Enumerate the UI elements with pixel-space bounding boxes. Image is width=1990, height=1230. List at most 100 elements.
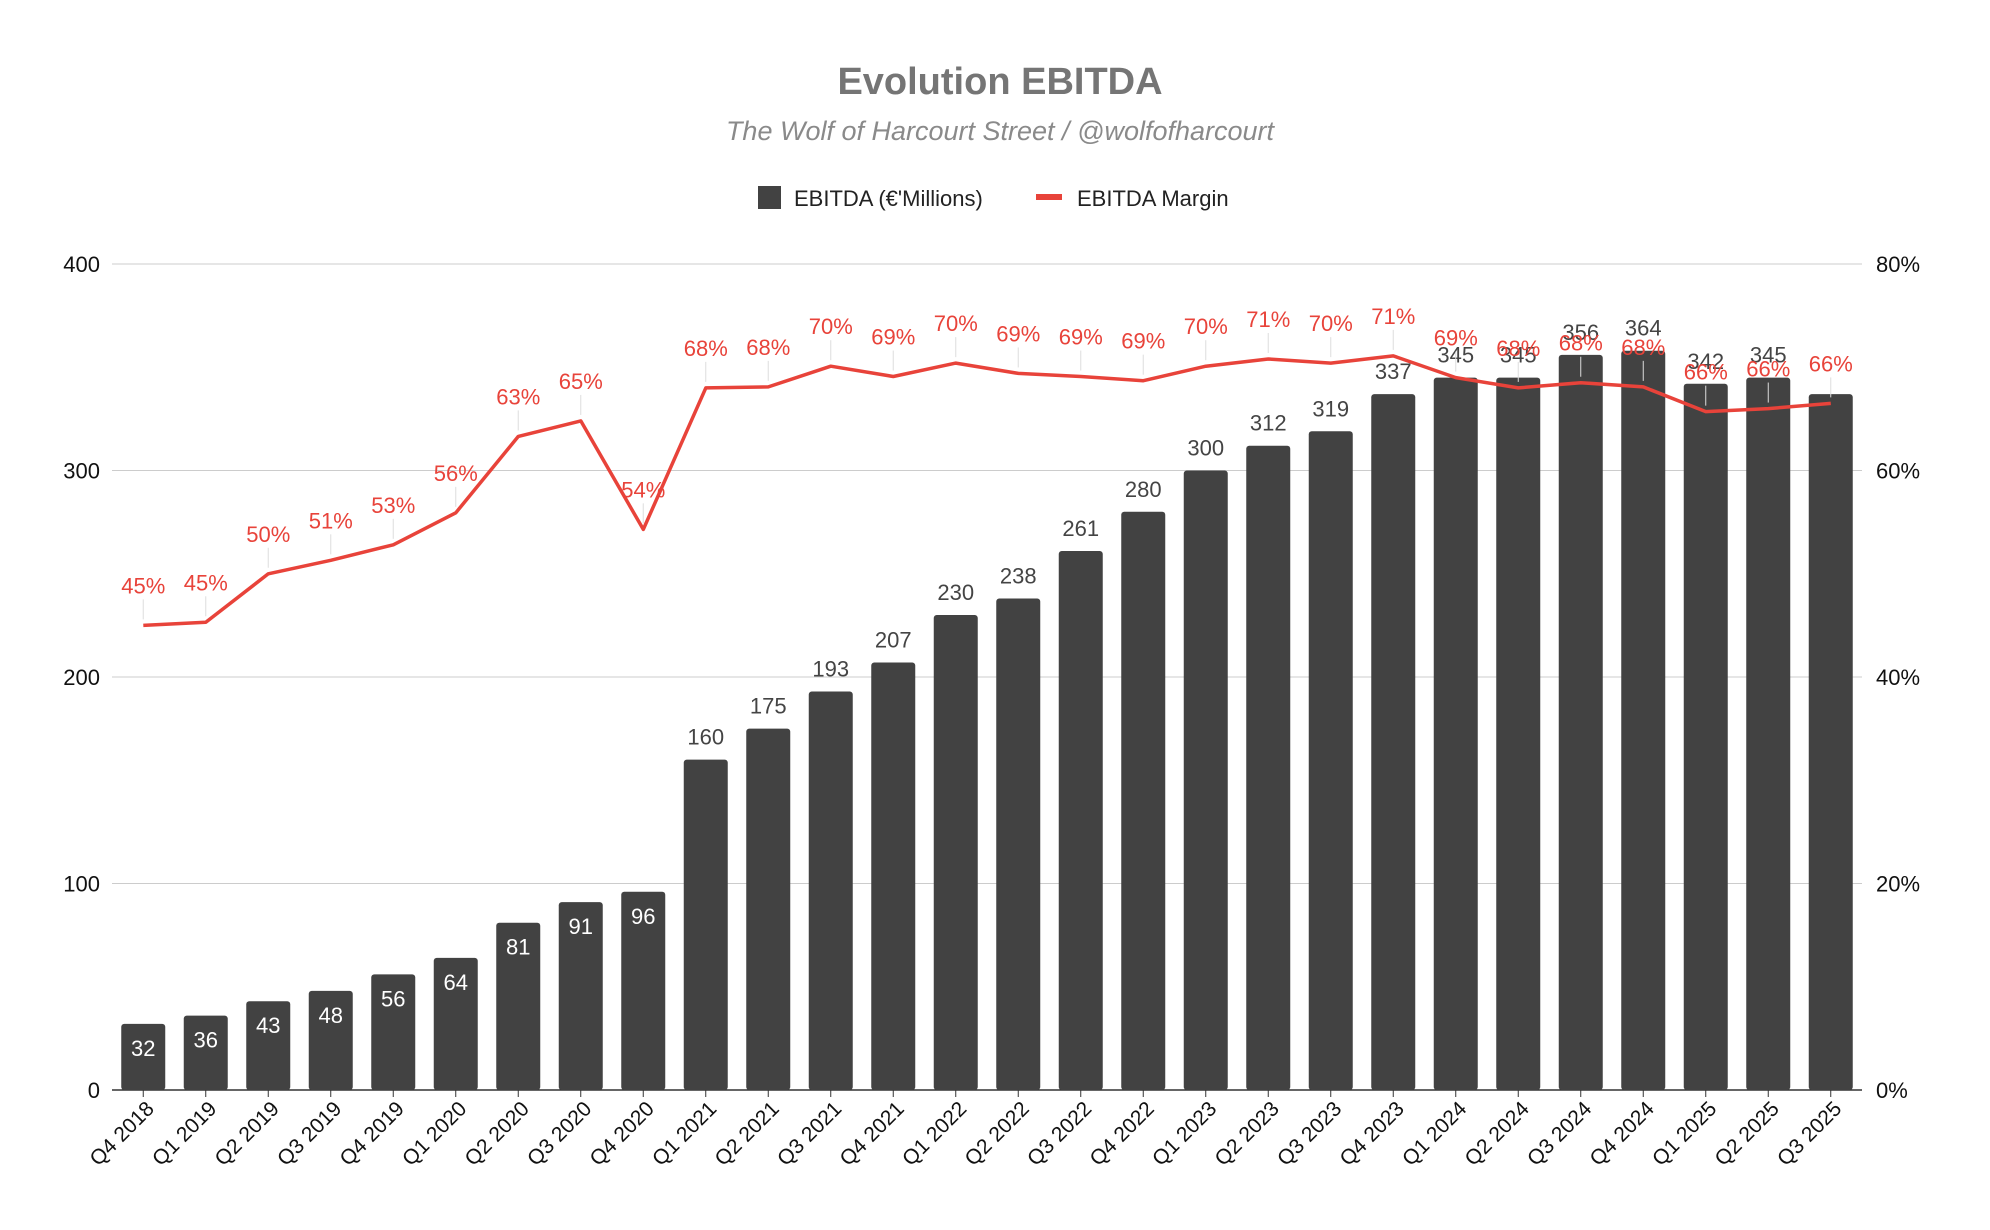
bar-value-label: 48 [319,1003,343,1028]
bar-value-label: 364 [1625,316,1662,341]
y-axis-left: 0 100 200 300 400 [63,252,100,1103]
margin-value-label: 51% [309,508,353,533]
y-tick-label: 100 [63,872,100,897]
margin-value-label: 45% [121,573,165,598]
y-tick-label: 400 [63,252,100,277]
bar-value-label: 345 [1750,343,1787,368]
bar-value-label: 32 [131,1036,155,1061]
margin-labels: 45% 45% 50% 51% 53% 56% 63% 65% 54% 68% 68% 70% 69% 7… [121,304,1853,620]
bar [246,1001,291,1090]
margin-value-label: 69% [871,325,915,350]
x-tick-label: Q3 2021 [773,1097,846,1170]
bar [1621,350,1666,1091]
legend: EBITDA (€'Millions) EBITDA Margin [758,186,1229,211]
bar-value-label: 319 [1312,396,1349,421]
x-tick-label: Q3 2024 [1523,1097,1596,1170]
margin-value-label: 68% [1496,336,1540,361]
y2-tick-label: 40% [1876,665,1920,690]
bar [433,957,478,1090]
x-tick-label: Q1 2025 [1648,1097,1721,1170]
y2-tick-label: 0% [1876,1078,1908,1103]
margin-line [143,354,1831,628]
margin-value-label: 68% [746,335,790,360]
bar [1808,394,1853,1091]
bar [1371,394,1416,1091]
margin-value-label: 68% [1559,331,1603,356]
margin-value-label: 68% [1621,335,1665,360]
margin-value-label: 63% [496,384,540,409]
x-tick-label: Q4 2023 [1336,1097,1409,1170]
bar [933,615,978,1090]
x-tick-label: Q1 2021 [648,1097,721,1170]
bars [121,350,1853,1091]
bar [183,1015,228,1090]
x-tick-label: Q2 2025 [1711,1097,1784,1170]
margin-value-label: 70% [1184,314,1228,339]
margin-value-label: 71% [1246,307,1290,332]
bar [308,990,353,1090]
x-tick-label: Q2 2023 [1211,1097,1284,1170]
bar-value-label: 207 [875,628,912,653]
margin-value-label: 69% [996,321,1040,346]
bar [683,759,728,1090]
bar-value-label: 280 [1125,477,1162,502]
bar-value-label: 81 [506,935,530,960]
chart-title: Evolution EBITDA [837,61,1162,103]
x-tick-label: Q4 2024 [1586,1097,1659,1170]
bar [1308,431,1353,1090]
bar [746,728,791,1090]
x-tick-label: Q3 2023 [1273,1097,1346,1170]
bar-value-label: 300 [1187,436,1224,461]
x-tick-label: Q3 2019 [273,1097,346,1170]
margin-value-label: 45% [184,570,228,595]
x-tick-label: Q1 2023 [1148,1097,1221,1170]
bar [1496,377,1541,1090]
bar-value-label: 230 [937,580,974,605]
bar-value-label: 96 [631,904,655,929]
margin-value-label: 53% [371,493,415,518]
bar-value-label: 175 [750,694,787,719]
bar [1433,377,1478,1090]
bar [1246,445,1291,1091]
margin-value-label: 65% [559,369,603,394]
chart-subtitle: The Wolf of Harcourt Street / @wolfofhar… [726,116,1276,146]
x-tick-label: Q2 2021 [711,1097,784,1170]
bar [808,691,853,1090]
margin-value-label: 69% [1121,329,1165,354]
x-tick-label: Q4 2022 [1086,1097,1159,1170]
x-tick-label: Q4 2019 [336,1097,409,1170]
x-tick-label: Q3 2022 [1023,1097,1096,1170]
x-tick-label: Q2 2020 [461,1097,534,1170]
y2-tick-label: 60% [1876,459,1920,484]
bar [558,902,603,1090]
bar-value-label: 342 [1687,349,1724,374]
margin-value-label: 69% [1059,325,1103,350]
x-tick-label: Q1 2020 [398,1097,471,1170]
margin-value-label: 54% [621,477,665,502]
x-tick-label: Q2 2022 [961,1097,1034,1170]
x-tick-label: Q4 2021 [836,1097,909,1170]
margin-value-label: 70% [1309,311,1353,336]
bar [1683,383,1728,1090]
y-tick-label: 300 [63,459,100,484]
margin-value-label: 70% [934,311,978,336]
bar-value-label: 238 [1000,564,1037,589]
margin-value-label: 69% [1434,326,1478,351]
bar [1058,551,1103,1090]
bar-value-label: 64 [444,970,468,995]
bar [371,974,416,1090]
margin-value-label: 70% [809,314,853,339]
y-tick-label: 0 [88,1078,100,1103]
bar-value-label: 337 [1375,359,1412,384]
bar [1121,511,1166,1090]
bar [1746,377,1791,1090]
bar [621,891,666,1090]
bar-value-label: 261 [1062,516,1099,541]
bar-labels: 32 36 43 48 56 64 81 91 96 160 175 193 207 230 238 261 2… [131,316,1787,1061]
legend-label-margin: EBITDA Margin [1077,186,1229,211]
margin-value-label: 71% [1371,304,1415,329]
x-tick-label: Q2 2024 [1461,1097,1534,1170]
bar-value-label: 43 [256,1013,280,1038]
